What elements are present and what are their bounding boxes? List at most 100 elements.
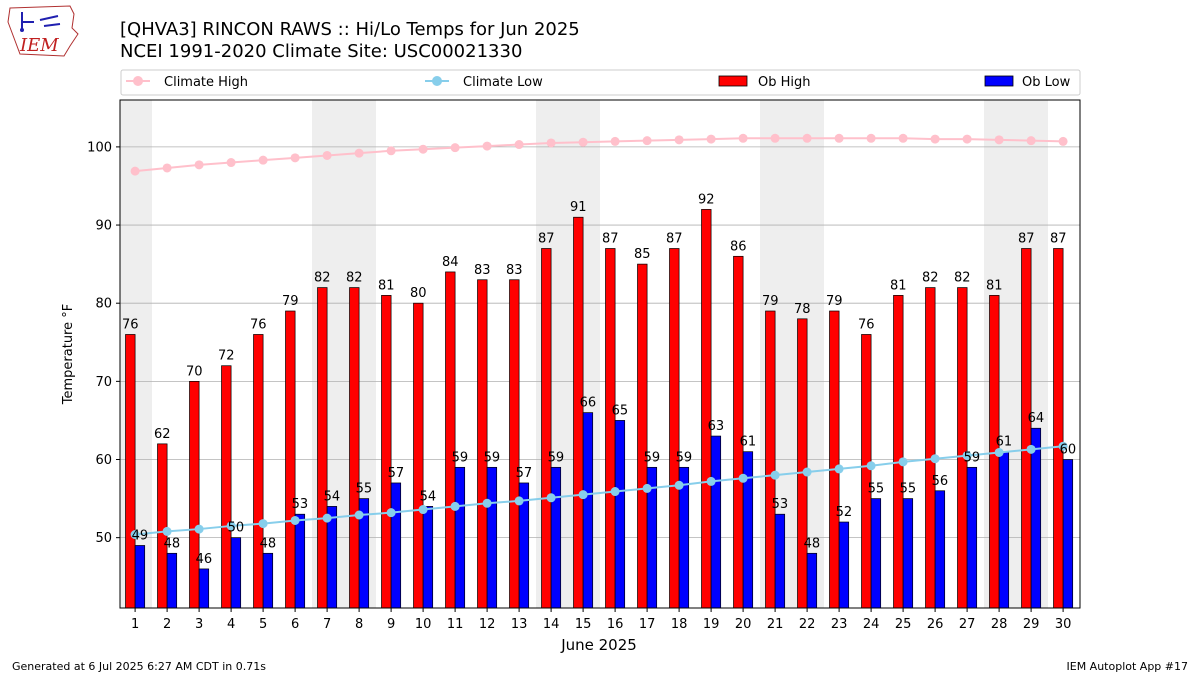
- ob-low-bar: [230, 537, 242, 609]
- x-tick-label: 11: [447, 617, 464, 632]
- climate-high-point: [226, 158, 236, 168]
- x-tick-label: 13: [511, 617, 528, 632]
- ob-low-label: 53: [772, 497, 789, 512]
- ob-high-label: 83: [474, 263, 491, 278]
- x-tick-label: 21: [767, 617, 784, 632]
- ob-low-bar: [1030, 427, 1042, 609]
- climate-high-point: [738, 133, 748, 143]
- ob-low-bar: [134, 545, 146, 609]
- climate-high-point: [1026, 136, 1036, 146]
- ob-high-bar: [445, 271, 456, 609]
- ob-high-bar: [477, 279, 488, 609]
- ob-high-label: 92: [698, 192, 715, 207]
- climate-high-point: [706, 134, 716, 144]
- climate-low-point: [514, 496, 524, 506]
- climate-low-point: [354, 510, 364, 520]
- climate-low-point: [450, 501, 460, 511]
- ob-low-bar: [870, 498, 882, 609]
- climate-high-point: [866, 133, 876, 143]
- climate-low-point: [962, 451, 972, 461]
- climate-high-point: [994, 135, 1004, 145]
- ob-low-bar: [486, 466, 498, 609]
- climate-high-point: [514, 140, 524, 150]
- ob-high-label: 87: [1018, 231, 1035, 246]
- climate-low-point: [802, 467, 812, 477]
- ob-high-label: 70: [186, 364, 203, 379]
- footer-app: IEM Autoplot App #17: [1067, 660, 1189, 673]
- ob-low-label: 63: [708, 419, 725, 434]
- climate-low-point: [770, 470, 780, 480]
- ob-high-bar: [317, 287, 328, 609]
- ob-low-label: 46: [196, 552, 213, 567]
- legend: Climate High Climate Low Ob High Ob Low: [120, 69, 1081, 96]
- climate-high-point: [610, 136, 620, 146]
- ob-high-bar: [221, 365, 232, 609]
- ob-low-bar: [390, 482, 402, 609]
- ob-low-bar: [806, 552, 818, 609]
- legend-ob-low-label: Ob Low: [1022, 75, 1071, 90]
- ob-high-bar: [637, 263, 648, 609]
- ob-low-bar: [902, 498, 914, 609]
- ob-high-label: 91: [570, 200, 587, 215]
- x-tick-label: 6: [291, 617, 299, 632]
- x-tick-label: 9: [387, 617, 395, 632]
- climate-low-point: [162, 526, 172, 536]
- x-tick-label: 16: [607, 617, 624, 632]
- ob-low-label: 54: [324, 489, 341, 504]
- ob-low-label: 59: [964, 450, 981, 465]
- ob-high-bar: [509, 279, 520, 609]
- legend-climate-high-label: Climate High: [164, 75, 248, 90]
- ob-high-label: 87: [1050, 231, 1067, 246]
- climate-low-point: [226, 521, 236, 531]
- ob-high-bar: [925, 287, 936, 609]
- ob-high-bar: [861, 334, 872, 609]
- ob-low-label: 64: [1028, 411, 1045, 426]
- ob-high-bar: [285, 310, 296, 609]
- climate-high-point: [322, 150, 332, 160]
- climate-high-point: [258, 155, 268, 165]
- x-tick-label: 18: [671, 617, 688, 632]
- ob-high-label: 87: [602, 231, 619, 246]
- ob-low-label: 48: [260, 536, 277, 551]
- ob-high-label: 76: [122, 317, 139, 332]
- climate-high-point: [418, 144, 428, 154]
- climate-low-point: [610, 487, 620, 497]
- climate-low-point: [994, 447, 1004, 457]
- climate-low-point: [1058, 441, 1068, 451]
- ob-low-label: 52: [836, 505, 853, 520]
- ob-high-label: 80: [410, 286, 427, 301]
- ob-low-bar: [614, 420, 626, 609]
- ob-low-label: 61: [996, 435, 1013, 450]
- ob-high-bar: [573, 216, 584, 609]
- climate-low-point: [258, 519, 268, 529]
- ob-high-bar: [541, 248, 552, 609]
- legend-ob-high: Ob High: [718, 75, 811, 90]
- ob-high-bar: [189, 381, 200, 609]
- ob-low-bar: [166, 552, 178, 609]
- climate-low-point: [322, 513, 332, 523]
- ob-low-bar: [582, 412, 594, 609]
- ob-low-bar: [998, 451, 1010, 609]
- climate-high-point: [194, 160, 204, 170]
- climate-low-point: [290, 515, 300, 525]
- legend-climate-low-label: Climate Low: [463, 75, 543, 90]
- ob-high-label: 84: [442, 255, 459, 270]
- x-tick-label: 7: [323, 617, 331, 632]
- climate-low-point: [930, 454, 940, 464]
- ob-low-label: 59: [484, 450, 501, 465]
- climate-high-point: [546, 138, 556, 148]
- ob-low-label: 55: [356, 482, 373, 497]
- climate-high-point: [482, 141, 492, 151]
- ob-low-label: 55: [900, 482, 917, 497]
- plot-frame: [119, 99, 1081, 609]
- climate-high-point: [578, 137, 588, 147]
- ob-low-bar: [550, 466, 562, 609]
- climate-low-point: [642, 483, 652, 493]
- ob-high-bar: [797, 318, 808, 609]
- y-axis-label: Temperature °F: [61, 304, 76, 405]
- ob-low-bar: [838, 521, 850, 609]
- climate-low-point: [738, 473, 748, 483]
- climate-low-point: [482, 498, 492, 508]
- ob-low-label: 59: [676, 450, 693, 465]
- ob-low-label: 53: [292, 497, 309, 512]
